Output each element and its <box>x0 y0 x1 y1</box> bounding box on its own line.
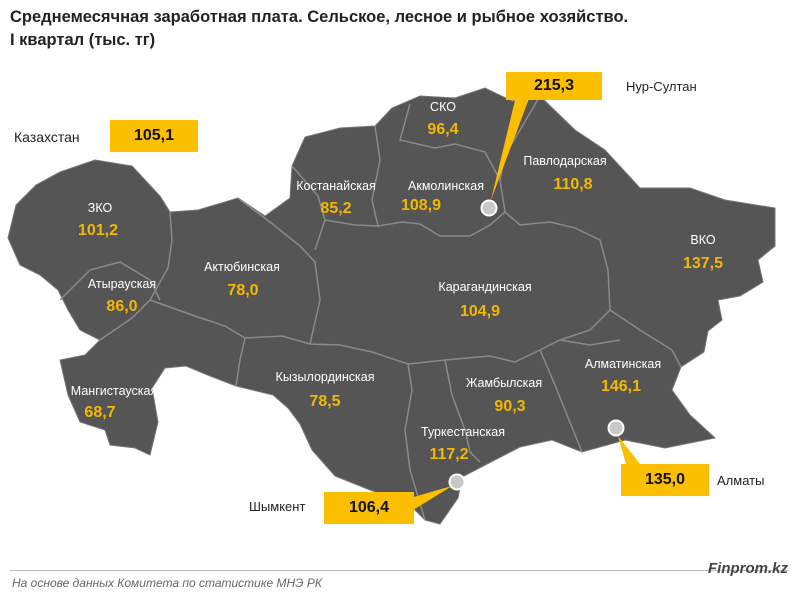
almaty-marker <box>607 419 625 437</box>
region-turkestan-name: Туркестанская <box>421 425 505 439</box>
region-kyzylorda-name: Кызылординская <box>275 370 375 384</box>
region-pavlodar-name: Павлодарская <box>523 154 607 168</box>
shymkent-pointer <box>410 486 452 512</box>
map-title: Среднемесячная заработная плата. Сельско… <box>10 6 628 52</box>
region-mangystau-value: 68,7 <box>84 404 116 421</box>
region-mangystau-name: Мангистауская <box>70 384 158 398</box>
region-borders <box>59 95 682 521</box>
region-vko-name: ВКО <box>690 233 716 247</box>
region-akmola-name: Акмолинская <box>408 179 484 193</box>
region-vko-value: 137,5 <box>682 255 724 272</box>
title-line-1: Среднемесячная заработная плата. Сельско… <box>10 8 629 26</box>
nur-sultan-pointer <box>491 96 530 200</box>
shymkent-value-box: 106,4 <box>324 492 414 524</box>
almaty-value-box: 135,0 <box>621 464 709 496</box>
region-akmola-value: 108,9 <box>400 197 442 214</box>
region-kyzylorda-value: 78,5 <box>309 393 341 410</box>
region-karaganda-value: 104,9 <box>459 303 501 320</box>
almaty-label: Алматы <box>717 473 765 488</box>
region-almaty-region-value: 146,1 <box>600 378 642 395</box>
region-atyrau-name: Атырауская <box>87 277 157 291</box>
region-aktobe-value: 78,0 <box>227 282 259 299</box>
region-kostanay-name: Костанайская <box>296 179 376 193</box>
region-sko-value: 96,4 <box>427 121 459 138</box>
region-atyrau-value: 86,0 <box>106 298 138 315</box>
region-karaganda-name: Карагандинская <box>438 280 532 294</box>
nur-sultan-label: Нур-Султан <box>626 79 697 94</box>
region-zhambyl-name: Жамбылская <box>465 376 543 390</box>
title-line-2: I квартал (тыс. тг) <box>10 31 156 49</box>
nur-sultan-marker <box>480 199 498 217</box>
region-zko-name: ЗКО <box>87 201 113 215</box>
region-pavlodar-value: 110,8 <box>553 176 593 193</box>
region-almaty-region-name: Алматинская <box>584 357 662 371</box>
region-aktobe-name: Актюбинская <box>204 260 280 274</box>
region-zhambyl-value: 90,3 <box>494 398 526 415</box>
shymkent-marker <box>448 473 466 491</box>
source-note: На основе данных Комитета по статистике … <box>12 576 322 590</box>
region-turkestan-value: 117,2 <box>429 446 469 463</box>
region-sko-name: СКО <box>430 100 456 114</box>
region-zko-value: 101,2 <box>77 222 119 239</box>
nur-sultan-value-box: 215,3 <box>506 72 602 100</box>
shymkent-label: Шымкент <box>249 499 306 514</box>
almaty-pointer <box>618 436 640 464</box>
kazakhstan-value-box: 105,1 <box>110 120 198 152</box>
footer-divider <box>10 570 788 571</box>
brand-logo-text: Finprom.kz <box>707 560 788 577</box>
kazakhstan-label: Казахстан <box>14 129 80 145</box>
country-shape <box>7 87 776 525</box>
region-kostanay-value: 85,2 <box>320 200 352 217</box>
